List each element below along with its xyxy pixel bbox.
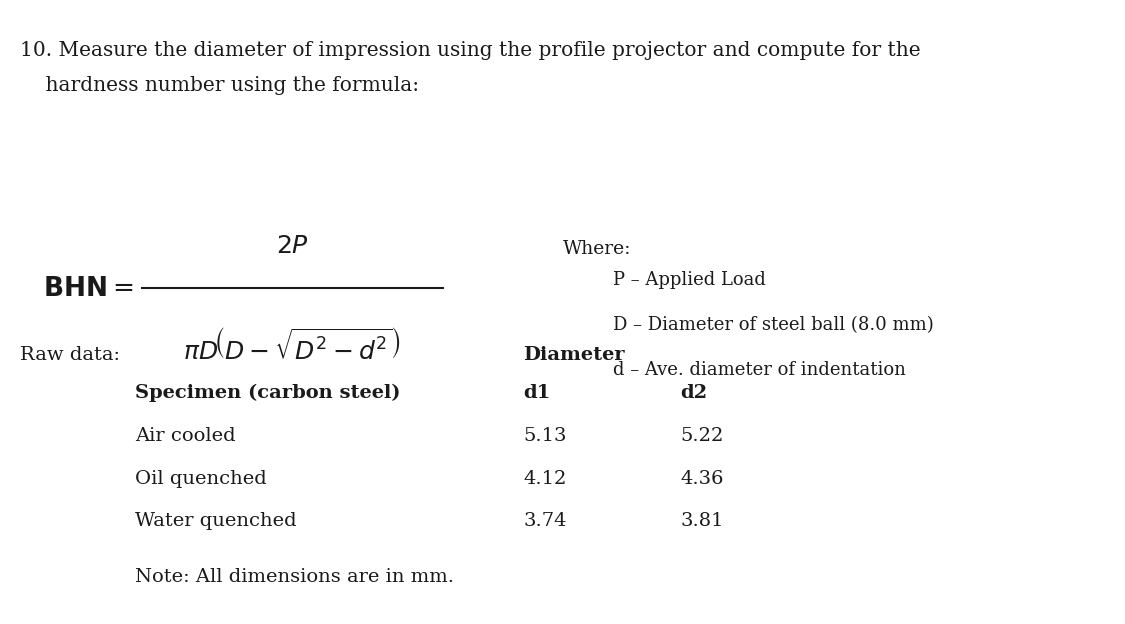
- Text: Oil quenched: Oil quenched: [135, 470, 267, 488]
- Text: $\mathbf{BHN} =$: $\mathbf{BHN} =$: [43, 276, 134, 301]
- Text: 5.22: 5.22: [681, 427, 724, 446]
- Text: d2: d2: [681, 384, 708, 402]
- Text: Diameter: Diameter: [523, 346, 624, 364]
- Text: 3.74: 3.74: [523, 512, 567, 530]
- Text: Specimen (carbon steel): Specimen (carbon steel): [135, 384, 400, 402]
- Text: $2P$: $2P$: [276, 235, 309, 258]
- Text: Water quenched: Water quenched: [135, 512, 297, 530]
- Text: d – Ave. diameter of indentation: d – Ave. diameter of indentation: [613, 361, 906, 379]
- Text: Note: All dimensions are in mm.: Note: All dimensions are in mm.: [135, 568, 455, 586]
- Text: 3.81: 3.81: [681, 512, 724, 530]
- Text: Where:: Where:: [562, 240, 631, 258]
- Text: Raw data:: Raw data:: [20, 346, 120, 364]
- Text: hardness number using the formula:: hardness number using the formula:: [20, 76, 420, 95]
- Text: D – Diameter of steel ball (8.0 mm): D – Diameter of steel ball (8.0 mm): [613, 316, 934, 334]
- Text: 5.13: 5.13: [523, 427, 567, 446]
- Text: Air cooled: Air cooled: [135, 427, 235, 446]
- Text: $\pi D\!\left(D - \sqrt{D^2 - d^2}\right)$: $\pi D\!\left(D - \sqrt{D^2 - d^2}\right…: [183, 328, 402, 365]
- Text: 4.12: 4.12: [523, 470, 567, 488]
- Text: 10. Measure the diameter of impression using the profile projector and compute f: 10. Measure the diameter of impression u…: [20, 41, 921, 59]
- Text: P – Applied Load: P – Applied Load: [613, 271, 766, 290]
- Text: 4.36: 4.36: [681, 470, 724, 488]
- Text: d1: d1: [523, 384, 550, 402]
